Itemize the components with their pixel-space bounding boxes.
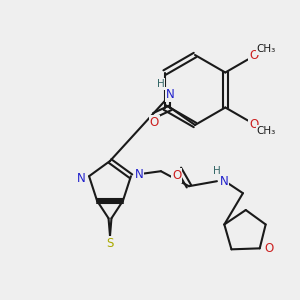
- Text: H: H: [213, 166, 221, 176]
- Text: O: O: [172, 169, 182, 182]
- Text: N: N: [166, 88, 175, 101]
- Text: N: N: [77, 172, 85, 185]
- Text: CH₃: CH₃: [256, 44, 276, 54]
- Text: CH₃: CH₃: [256, 126, 276, 136]
- Text: N: N: [220, 175, 228, 188]
- Text: N: N: [134, 168, 143, 181]
- Text: O: O: [264, 242, 273, 255]
- Text: H: H: [157, 79, 164, 89]
- Text: O: O: [149, 116, 159, 129]
- Text: S: S: [106, 237, 114, 250]
- Text: O: O: [249, 118, 259, 130]
- Text: O: O: [249, 50, 259, 62]
